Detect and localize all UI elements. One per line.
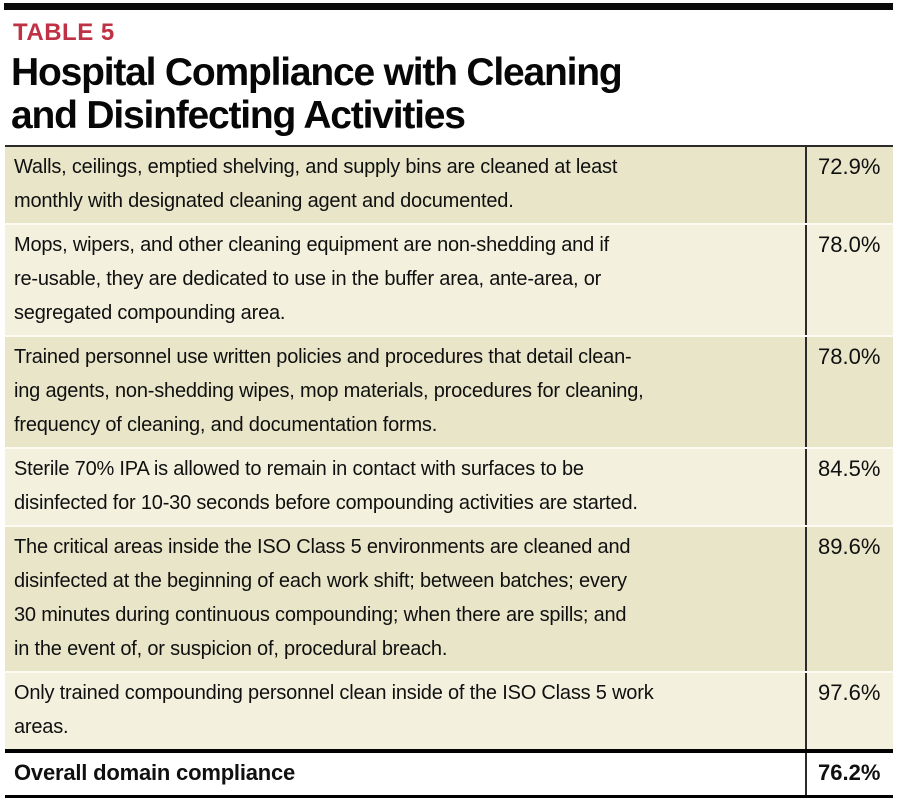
- compliance-table: Walls, ceilings, emptied shelving, and s…: [5, 145, 893, 798]
- overall-compliance-row: Overall domain compliance 76.2%: [5, 749, 893, 798]
- activity-description: Sterile 70% IPA is allowed to remain in …: [14, 458, 638, 514]
- table-row: Mops, wipers, and other cleaning equipme…: [5, 225, 893, 337]
- compliance-percentage: 78.0%: [805, 337, 893, 447]
- activity-description: Walls, ceilings, emptied shelving, and s…: [14, 156, 618, 212]
- table-row: Walls, ceilings, emptied shelving, and s…: [5, 147, 893, 225]
- compliance-percentage: 89.6%: [805, 527, 893, 671]
- activity-description: Mops, wipers, and other cleaning equipme…: [14, 234, 609, 324]
- table-number-label: TABLE 5: [13, 19, 115, 46]
- compliance-percentage: 97.6%: [805, 673, 893, 749]
- table-row: The critical areas inside the ISO Class …: [5, 527, 893, 673]
- top-rule-bar: [4, 3, 893, 10]
- table-row: Only trained compounding personnel clean…: [5, 673, 893, 749]
- overall-compliance-label: Overall domain compliance: [14, 760, 296, 785]
- compliance-percentage: 78.0%: [805, 225, 893, 335]
- table-row: Sterile 70% IPA is allowed to remain in …: [5, 449, 893, 527]
- overall-compliance-value: 76.2%: [805, 753, 893, 795]
- table-title: Hospital Compliance with Cleaning and Di…: [11, 51, 623, 137]
- compliance-percentage: 84.5%: [805, 449, 893, 525]
- compliance-percentage: 72.9%: [805, 147, 893, 223]
- table-row: Trained personnel use written policies a…: [5, 337, 893, 449]
- activity-description: The critical areas inside the ISO Class …: [14, 536, 631, 660]
- activity-description: Trained personnel use written policies a…: [14, 346, 644, 436]
- activity-description: Only trained compounding personnel clean…: [14, 682, 654, 738]
